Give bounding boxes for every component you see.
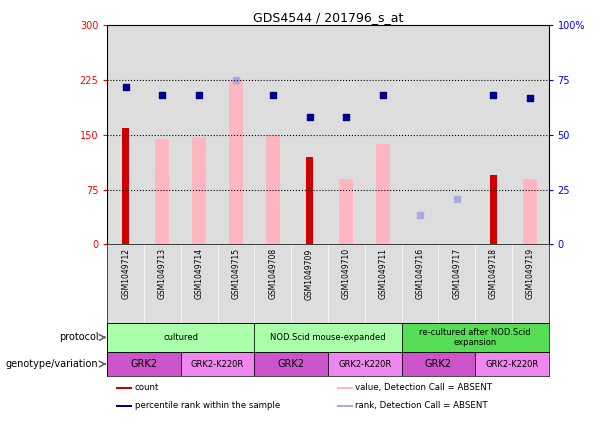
Bar bbox=[181, 25, 218, 244]
Text: GSM1049719: GSM1049719 bbox=[526, 248, 535, 299]
Bar bbox=[328, 25, 365, 244]
Bar bbox=[402, 323, 549, 352]
Point bbox=[194, 91, 204, 98]
Text: GSM1049709: GSM1049709 bbox=[305, 248, 314, 299]
Bar bbox=[254, 323, 402, 352]
Bar bbox=[475, 25, 512, 244]
Bar bbox=[337, 387, 352, 389]
Bar bbox=[107, 323, 254, 352]
Bar bbox=[475, 352, 549, 376]
Point bbox=[489, 91, 498, 98]
Bar bbox=[181, 352, 254, 376]
Bar bbox=[328, 352, 402, 376]
Text: GSM1049710: GSM1049710 bbox=[342, 248, 351, 299]
Text: GSM1049708: GSM1049708 bbox=[268, 248, 277, 299]
Text: GSM1049717: GSM1049717 bbox=[452, 248, 461, 299]
Bar bbox=[402, 25, 438, 244]
Bar bbox=[254, 25, 291, 244]
Bar bbox=[365, 25, 402, 244]
Bar bbox=[254, 352, 328, 376]
Text: GRK2-K220R: GRK2-K220R bbox=[338, 360, 391, 368]
Text: count: count bbox=[135, 383, 159, 392]
Bar bbox=[123, 128, 129, 244]
Text: GSM1049711: GSM1049711 bbox=[379, 248, 387, 299]
Text: cultured: cultured bbox=[163, 333, 199, 342]
Bar bbox=[340, 179, 353, 244]
Bar bbox=[107, 352, 181, 376]
Text: GSM1049713: GSM1049713 bbox=[158, 248, 167, 299]
Bar bbox=[156, 138, 169, 244]
Title: GDS4544 / 201796_s_at: GDS4544 / 201796_s_at bbox=[253, 11, 403, 24]
Bar bbox=[512, 25, 549, 244]
Text: GSM1049716: GSM1049716 bbox=[416, 248, 424, 299]
Point bbox=[121, 84, 131, 91]
Bar bbox=[337, 404, 352, 407]
Text: GRK2: GRK2 bbox=[425, 359, 452, 369]
Bar bbox=[524, 179, 537, 244]
Bar bbox=[402, 352, 475, 376]
Bar bbox=[306, 157, 313, 244]
Bar bbox=[490, 175, 497, 244]
Text: GRK2-K220R: GRK2-K220R bbox=[191, 360, 244, 368]
Point bbox=[268, 91, 278, 98]
Point bbox=[341, 113, 351, 120]
Bar bbox=[116, 404, 132, 407]
Point bbox=[415, 212, 425, 219]
Text: GSM1049712: GSM1049712 bbox=[121, 248, 130, 299]
Bar bbox=[116, 387, 132, 389]
Bar bbox=[144, 25, 181, 244]
Text: GSM1049715: GSM1049715 bbox=[232, 248, 240, 299]
Bar bbox=[438, 25, 475, 244]
Text: GRK2-K220R: GRK2-K220R bbox=[485, 360, 538, 368]
Text: genotype/variation: genotype/variation bbox=[6, 359, 99, 369]
Bar bbox=[376, 144, 390, 244]
Bar bbox=[107, 25, 144, 244]
Bar bbox=[218, 25, 254, 244]
Text: NOD.Scid mouse-expanded: NOD.Scid mouse-expanded bbox=[270, 333, 386, 342]
Point bbox=[231, 77, 241, 83]
Text: re-cultured after NOD.Scid
expansion: re-cultured after NOD.Scid expansion bbox=[419, 328, 531, 347]
Bar bbox=[229, 80, 243, 244]
Point bbox=[525, 95, 535, 102]
Text: rank, Detection Call = ABSENT: rank, Detection Call = ABSENT bbox=[356, 401, 488, 410]
Point bbox=[452, 196, 462, 203]
Point bbox=[305, 113, 314, 120]
Bar bbox=[192, 137, 206, 244]
Text: protocol: protocol bbox=[59, 332, 99, 343]
Point bbox=[158, 91, 167, 98]
Text: GRK2: GRK2 bbox=[131, 359, 158, 369]
Text: value, Detection Call = ABSENT: value, Detection Call = ABSENT bbox=[356, 383, 492, 392]
Bar bbox=[266, 135, 280, 244]
Text: GSM1049714: GSM1049714 bbox=[195, 248, 204, 299]
Bar bbox=[291, 25, 328, 244]
Point bbox=[378, 91, 388, 98]
Text: GRK2: GRK2 bbox=[278, 359, 305, 369]
Text: percentile rank within the sample: percentile rank within the sample bbox=[135, 401, 280, 410]
Text: GSM1049718: GSM1049718 bbox=[489, 248, 498, 299]
